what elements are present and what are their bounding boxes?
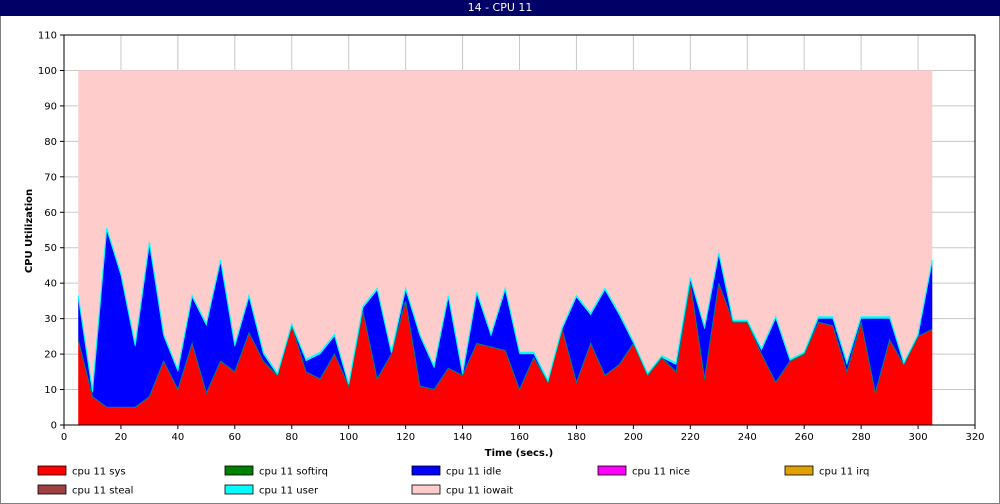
y-tick-label: 20 [44, 350, 57, 361]
x-tick-label: 180 [567, 432, 586, 443]
legend-label: cpu 11 sys [72, 467, 126, 478]
x-tick-label: 160 [510, 432, 529, 443]
legend-label: cpu 11 irq [819, 467, 869, 478]
y-tick-label: 0 [51, 421, 57, 432]
legend-label: cpu 11 softirq [259, 467, 328, 478]
x-tick-label: 320 [965, 432, 984, 443]
x-tick-label: 140 [453, 432, 472, 443]
user-edge-line [77, 228, 933, 392]
chart-title-bar: 14 - CPU 11 [0, 0, 1000, 16]
legend-swatch [784, 465, 814, 476]
legend-swatch [597, 465, 627, 476]
x-tick-label: 100 [339, 432, 358, 443]
legend-label: cpu 11 idle [446, 467, 501, 478]
legend-label: cpu 11 nice [632, 467, 690, 478]
y-tick-label: 100 [38, 66, 57, 77]
area-cpu-11-sys [78, 283, 933, 425]
y-tick-label: 50 [44, 243, 57, 254]
x-tick-label: 260 [795, 432, 814, 443]
y-tick-label: 110 [38, 31, 57, 42]
x-tick-label: 240 [738, 432, 757, 443]
x-tick-label: 120 [396, 432, 415, 443]
y-axis-label: CPU Utilization [24, 189, 35, 273]
y-tick-label: 40 [44, 279, 57, 290]
legend-label: cpu 11 user [259, 486, 319, 497]
y-tick-label: 30 [44, 314, 57, 325]
x-tick-label: 300 [909, 432, 928, 443]
y-tick-labels: 0 10 20 30 40 50 60 70 80 90 100 110 [38, 31, 57, 432]
y-tick-label: 10 [44, 385, 57, 396]
y-tick-label: 90 [44, 101, 57, 112]
x-tick-label: 80 [285, 432, 298, 443]
x-tick-label: 60 [228, 432, 241, 443]
legend-swatch [224, 484, 254, 495]
x-tick-label: 20 [115, 432, 128, 443]
legend-swatch [411, 465, 441, 476]
legend: cpu 11 sys cpu 11 softirq cpu 11 idle cpu 1… [37, 465, 869, 497]
x-axis-label: Time (secs.) [485, 448, 554, 459]
x-tick-label: 220 [681, 432, 700, 443]
y-tick-label: 70 [44, 172, 57, 183]
x-tick-label: 0 [61, 432, 67, 443]
sys-edge-line [77, 283, 933, 408]
legend-swatch [37, 465, 67, 476]
legend-label: cpu 11 steal [72, 486, 133, 497]
legend-swatch [224, 465, 254, 476]
area-cpu-11-idle [78, 230, 933, 408]
legend-swatch [37, 484, 67, 495]
stacked-areas [77, 70, 933, 425]
legend-swatch [411, 484, 441, 495]
chart-title: 14 - CPU 11 [467, 1, 533, 14]
x-tick-label: 200 [624, 432, 643, 443]
y-tick-label: 80 [44, 137, 57, 148]
legend-label: cpu 11 iowait [446, 486, 513, 497]
x-tick-label: 40 [172, 432, 185, 443]
x-tick-labels: 0 20 40 60 80 100 120 140 160 180 200 220 240 260 280 3… [61, 432, 985, 443]
x-tick-label: 280 [852, 432, 871, 443]
y-tick-label: 60 [44, 208, 57, 219]
axes [60, 34, 976, 429]
area-cpu-11-iowait [78, 70, 933, 392]
